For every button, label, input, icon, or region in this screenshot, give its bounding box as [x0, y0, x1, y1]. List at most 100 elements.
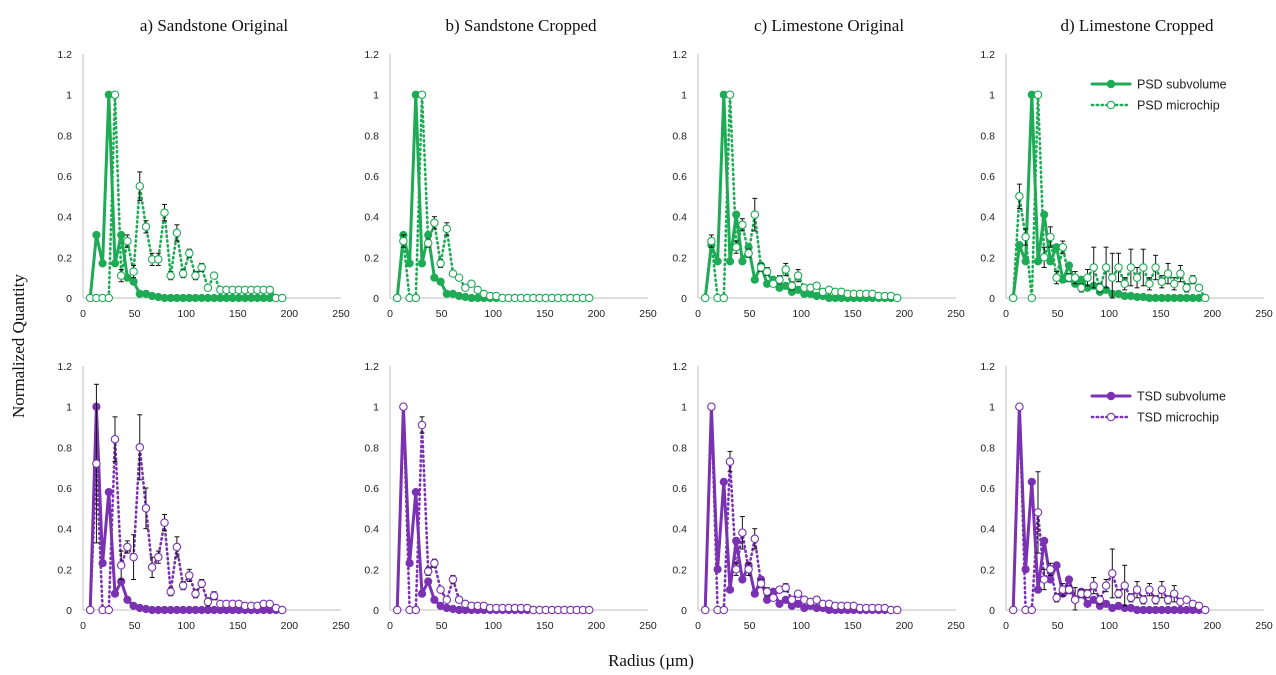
panel-title: a) Sandstone Original	[140, 16, 289, 35]
data-point	[812, 281, 821, 291]
legend-marker	[1106, 391, 1116, 401]
data-point	[265, 599, 275, 609]
data-point	[738, 220, 747, 230]
data-point	[110, 434, 120, 444]
x-tick-label: 50	[1052, 308, 1064, 320]
legend-label: PSD subvolume	[1137, 78, 1227, 92]
data-point	[1089, 263, 1098, 272]
data-point	[399, 402, 408, 411]
data-point	[461, 283, 470, 293]
x-tick-label: 250	[1255, 308, 1273, 320]
data-point	[725, 585, 735, 594]
data-point	[178, 269, 188, 278]
data-point	[1194, 283, 1204, 293]
data-point	[1039, 253, 1049, 262]
series-microchip	[700, 90, 902, 303]
y-tick-label: 0.2	[364, 252, 379, 264]
data-point	[417, 589, 427, 598]
x-tick-label: 50	[1052, 620, 1064, 632]
data-point	[1033, 508, 1043, 517]
data-point	[1083, 273, 1092, 282]
series-microchip	[392, 402, 594, 615]
x-tick-label: 0	[80, 620, 86, 632]
data-point	[1033, 90, 1043, 99]
data-point	[707, 402, 716, 411]
x-tick-label: 0	[1003, 620, 1009, 632]
x-tick-label: 250	[639, 308, 657, 320]
data-point	[123, 595, 132, 604]
data-point	[104, 293, 114, 303]
x-tick-label: 100	[1100, 620, 1118, 632]
data-point	[1083, 599, 1092, 609]
data-point	[781, 265, 790, 274]
data-point	[141, 222, 151, 232]
x-tick-label: 50	[129, 308, 141, 320]
data-point	[787, 595, 797, 605]
y-tick-label: 0.8	[672, 442, 687, 454]
data-point	[473, 285, 482, 295]
data-point	[1101, 263, 1111, 272]
y-tick-label: 0.2	[980, 252, 995, 264]
data-point	[467, 279, 476, 289]
data-point	[1052, 273, 1061, 282]
data-point	[166, 271, 175, 280]
data-point	[781, 583, 790, 592]
data-point	[1058, 242, 1068, 252]
data-point	[430, 595, 439, 604]
y-tick-label: 1	[989, 90, 995, 102]
data-point	[160, 518, 169, 527]
data-point	[92, 459, 101, 468]
chart-panel-7: 0 0.2 0.4 0.6 0.8 1 1.2 0 50 100 150 200 250 TSD subv…	[980, 361, 1273, 632]
x-tick-label: 150	[844, 620, 862, 632]
series-microchip	[700, 402, 902, 615]
data-point	[98, 259, 107, 268]
data-point	[1182, 283, 1191, 293]
x-tick-label: 0	[1003, 308, 1009, 320]
data-point	[448, 575, 458, 584]
data-point	[1114, 589, 1123, 598]
y-tick-label: 1	[66, 402, 72, 414]
data-point	[812, 595, 821, 605]
y-tick-label: 0.8	[364, 130, 379, 142]
series-microchip	[85, 383, 287, 615]
data-point	[794, 599, 803, 609]
y-tick-label: 0.4	[672, 524, 687, 536]
y-tick-label: 0.6	[364, 171, 379, 183]
data-point	[1064, 575, 1074, 584]
y-tick-label: 0.4	[980, 524, 995, 536]
data-point	[277, 293, 287, 303]
data-point	[417, 90, 427, 99]
data-point	[1151, 263, 1160, 272]
series-microchip	[1008, 402, 1210, 615]
data-point	[1157, 277, 1167, 286]
data-point	[1064, 585, 1074, 594]
data-point	[1163, 595, 1173, 605]
data-point	[1108, 569, 1117, 578]
y-tick-label: 0	[66, 293, 72, 305]
y-tick-label: 0.6	[980, 171, 995, 183]
data-point	[442, 595, 452, 605]
x-tick-label: 150	[1152, 620, 1170, 632]
data-point	[1169, 279, 1179, 289]
data-point	[430, 558, 439, 568]
y-tick-label: 0.8	[672, 130, 687, 142]
data-point	[116, 561, 126, 570]
x-tick-label: 200	[1204, 308, 1222, 320]
y-tick-label: 0.6	[672, 171, 687, 183]
x-tick-label: 150	[229, 308, 247, 320]
data-point	[411, 488, 420, 497]
y-tick-label: 0.2	[364, 564, 379, 576]
data-point	[762, 267, 772, 276]
y-tick-label: 0.8	[57, 130, 72, 142]
panel-title: b) Sandstone Cropped	[445, 16, 597, 35]
legend-marker	[1106, 100, 1116, 110]
x-tick-label: 100	[484, 620, 502, 632]
y-tick-label: 0.6	[672, 483, 687, 495]
y-tick-label: 1.2	[980, 361, 995, 373]
data-point	[1046, 565, 1055, 574]
data-point	[423, 238, 433, 248]
y-tick-label: 0.8	[980, 442, 995, 454]
x-tick-label: 0	[387, 620, 393, 632]
x-tick-label: 250	[947, 620, 965, 632]
x-tick-label: 150	[1152, 308, 1170, 320]
